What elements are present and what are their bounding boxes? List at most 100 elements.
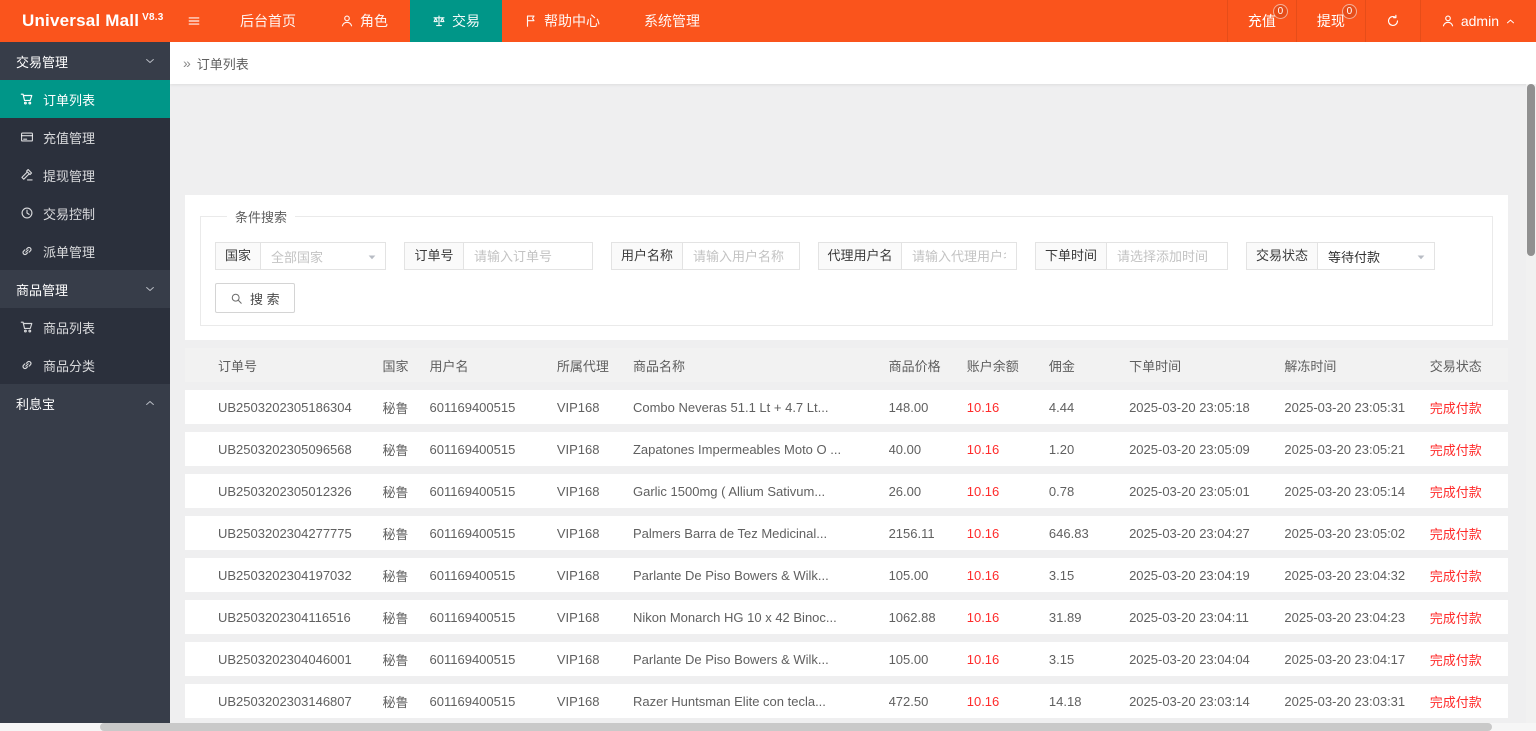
filter-group-1: 国家 全部国家	[215, 242, 386, 270]
table-row: UB2503202305096568 秘鲁 601169400515 VIP168 Za…	[185, 432, 1508, 466]
sidebar-item-5[interactable]: 交易控制	[0, 194, 170, 232]
table-cell: 2025-03-20 23:05:09	[1129, 441, 1250, 457]
table-cell: 10.16	[966, 525, 1000, 541]
filter-input[interactable]	[463, 242, 593, 270]
nav-item-5[interactable]: 系统管理	[622, 0, 722, 42]
chevron-down-icon	[144, 283, 156, 295]
table-cell: UB2503202304197032	[218, 567, 352, 583]
sidebar-toggle-button[interactable]	[170, 0, 218, 42]
table-row: UB2503202304197032 秘鲁 601169400515 VIP168 Pa…	[185, 558, 1508, 592]
table-cell: 完成付款	[1429, 568, 1482, 584]
refresh-button[interactable]	[1364, 0, 1420, 42]
hamburger-icon	[187, 14, 201, 28]
person-icon	[340, 14, 354, 28]
card-icon	[20, 130, 34, 144]
column-header: 商品名称	[632, 358, 685, 374]
page-title: 订单列表	[196, 56, 249, 72]
person-icon	[1441, 14, 1455, 28]
table-cell: 601169400515	[429, 609, 516, 625]
vertical-scrollbar[interactable]	[1526, 84, 1536, 723]
table-cell: 秘鲁	[382, 568, 409, 584]
search-button[interactable]: 搜 索	[215, 283, 295, 313]
chevron-up-icon	[1505, 16, 1516, 27]
table-cell: 完成付款	[1429, 652, 1482, 668]
sidebar-group-1[interactable]: 交易管理	[0, 42, 170, 80]
table-cell: 秘鲁	[382, 694, 409, 710]
table-cell: 2025-03-20 23:03:14	[1129, 693, 1250, 709]
nav-item-4[interactable]: 帮助中心	[502, 0, 622, 42]
table-cell: 完成付款	[1429, 442, 1482, 458]
table-cell: 2025-03-20 23:04:23	[1284, 609, 1406, 625]
table-cell: 2025-03-20 23:04:27	[1129, 525, 1250, 541]
sidebar-item-4[interactable]: 提现管理	[0, 156, 170, 194]
breadcrumb-arrow-icon: »	[183, 55, 191, 71]
table-cell: 601169400515	[429, 567, 516, 583]
search-button-label: 搜 索	[250, 291, 280, 307]
table-cell: 2025-03-20 23:03:31	[1284, 693, 1406, 709]
table-cell: 完成付款	[1429, 610, 1482, 626]
table-row: UB2503202303146807 秘鲁 601169400515 VIP168 Ra…	[185, 684, 1508, 718]
search-fieldset: 条件搜索 国家全部国家订单号用户名称代理用户名下单时间交易状态等待付款 搜 索	[200, 207, 1493, 326]
filter-group-2: 订单号	[404, 242, 593, 270]
sidebar-group-label: 商品管理	[16, 282, 69, 298]
sidebar-group-7[interactable]: 商品管理	[0, 270, 170, 308]
sidebar-item-9[interactable]: 商品分类	[0, 346, 170, 384]
table-cell: Combo Neveras 51.1 Lt + 4.7 Lt...	[632, 399, 829, 415]
breadcrumb: » 订单列表	[170, 42, 1536, 84]
recharge-button[interactable]: 充值 0	[1226, 0, 1296, 42]
user-menu[interactable]: admin	[1419, 0, 1536, 42]
search-panel: 条件搜索 国家全部国家订单号用户名称代理用户名下单时间交易状态等待付款 搜 索	[185, 195, 1508, 340]
table-cell: VIP168	[556, 441, 600, 457]
nav-item-label: 系统管理	[644, 13, 700, 29]
table-cell: 2025-03-20 23:05:31	[1284, 399, 1406, 415]
nav-item-2[interactable]: 角色	[318, 0, 410, 42]
table-cell: 601169400515	[429, 399, 516, 415]
withdraw-button[interactable]: 提现 0	[1295, 0, 1365, 42]
table-cell: 1.20	[1048, 441, 1075, 457]
nav-item-1[interactable]: 后台首页	[218, 0, 318, 42]
orders-table: 订单号 国家 用户名 所属代理 商品名称 商品价格 账户余额 佣金 下单时间 解冻时间 交易状态 UB…	[185, 340, 1508, 731]
table-row: UB2503202304277775 秘鲁 601169400515 VIP168 Pa…	[185, 516, 1508, 550]
sidebar-item-8[interactable]: 商品列表	[0, 308, 170, 346]
horizontal-scrollbar[interactable]	[0, 723, 1536, 731]
sidebar-item-2[interactable]: 订单列表	[0, 80, 170, 118]
table-cell: UB2503202303146807	[218, 693, 352, 709]
magnifier-icon	[230, 292, 243, 305]
table-cell: Parlante De Piso Bowers & Wilk...	[632, 651, 829, 667]
table-cell: 2025-03-20 23:04:04	[1129, 651, 1250, 667]
table-row: UB2503202305186304 秘鲁 601169400515 VIP168 Co…	[185, 390, 1508, 424]
sidebar-item-3[interactable]: 充值管理	[0, 118, 170, 156]
table-cell: Zapatones Impermeables Moto O ...	[632, 441, 842, 457]
table-cell: 秘鲁	[382, 610, 409, 626]
table-cell: Garlic 1500mg ( Allium Sativum...	[632, 483, 826, 499]
table-cell: Razer Huntsman Elite con tecla...	[632, 693, 826, 709]
table-cell: 472.50	[888, 693, 929, 709]
filter-select[interactable]: 等待付款	[1317, 242, 1435, 270]
gavel-icon	[20, 168, 34, 182]
main-area: » 订单列表 条件搜索 国家全部国家订单号用户名称代理用户名下单时间交易状态等待…	[170, 42, 1536, 731]
horizontal-scrollbar-thumb[interactable]	[100, 723, 1492, 731]
refresh-icon	[1386, 14, 1400, 28]
table-header-row: 订单号 国家 用户名 所属代理 商品名称 商品价格 账户余额 佣金 下单时间 解冻时间 交易状态	[185, 348, 1508, 382]
filter-select[interactable]: 全部国家	[260, 242, 386, 270]
table-cell: 秘鲁	[382, 400, 409, 416]
sidebar-group-10[interactable]: 利息宝	[0, 384, 170, 422]
sidebar-item-6[interactable]: 派单管理	[0, 232, 170, 270]
filter-input[interactable]	[1106, 242, 1228, 270]
nav-item-3[interactable]: 交易	[410, 0, 502, 42]
table-cell: 40.00	[888, 441, 922, 457]
filter-input[interactable]	[901, 242, 1017, 270]
link-icon	[20, 244, 34, 258]
column-header: 订单号	[218, 358, 258, 374]
caret-icon	[366, 251, 378, 263]
table-cell: 2025-03-20 23:04:17	[1284, 651, 1406, 667]
filter-input[interactable]	[682, 242, 800, 270]
chevron-up-icon	[144, 397, 156, 409]
table-cell: 148.00	[888, 399, 929, 415]
table-cell: 105.00	[888, 651, 929, 667]
table-cell: UB2503202305186304	[218, 399, 352, 415]
cart-icon	[20, 92, 34, 106]
table-cell: 0.78	[1048, 483, 1075, 499]
vertical-scrollbar-thumb[interactable]	[1527, 84, 1535, 256]
table-cell: 秘鲁	[382, 526, 409, 542]
